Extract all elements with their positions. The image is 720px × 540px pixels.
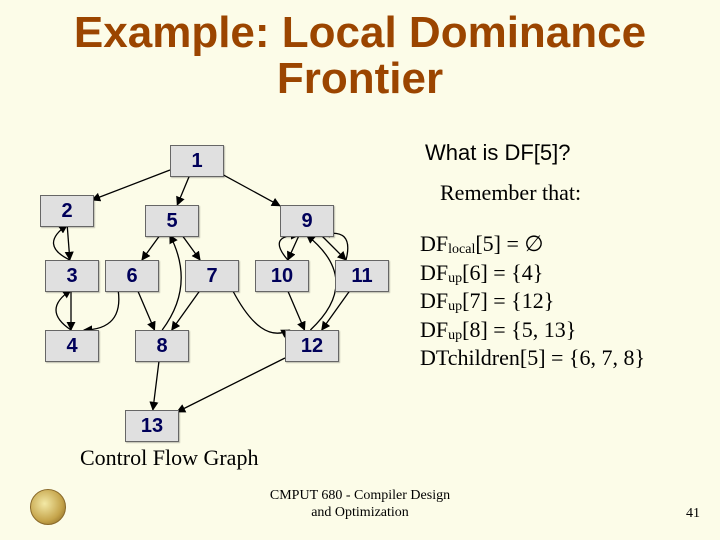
equations-block: DFlocal[5] = ∅DFup[6] = {4}DFup[7] = {12…: [420, 230, 645, 372]
cfg-node-2: 2: [40, 195, 94, 227]
equation-line: DFlocal[5] = ∅: [420, 230, 645, 259]
edge-9-10: [288, 235, 299, 260]
edge-2-3: [67, 225, 70, 260]
slide-number: 41: [686, 506, 700, 522]
edge-5-7: [182, 235, 200, 260]
edge-8-13: [153, 360, 159, 410]
remember-text: Remember that:: [440, 180, 581, 206]
cfg-node-4: 4: [45, 330, 99, 362]
equation-line: DFup[8] = {5, 13}: [420, 316, 645, 345]
edge-6-8: [137, 290, 154, 330]
cfg-node-10: 10: [255, 260, 309, 292]
question-text: What is DF[5]?: [425, 140, 570, 166]
edge-1-2: [92, 170, 170, 200]
equation-line: DFup[7] = {12}: [420, 287, 645, 316]
cfg-node-11: 11: [335, 260, 389, 292]
equation-line: DFup[6] = {4}: [420, 259, 645, 288]
edge-7-12: [232, 290, 289, 333]
cfg-node-13: 13: [125, 410, 179, 442]
cfg-node-12: 12: [285, 330, 339, 362]
cfg-node-3: 3: [45, 260, 99, 292]
cfg-node-5: 5: [145, 205, 199, 237]
edge-11-12: [322, 290, 351, 330]
footer-line-2: and Optimization: [311, 505, 409, 520]
cfg-graph: 12345678910111213: [0, 120, 420, 460]
cfg-node-8: 8: [135, 330, 189, 362]
cfg-node-9: 9: [280, 205, 334, 237]
edge-12-13: [177, 358, 285, 412]
edge-10-12: [287, 290, 304, 330]
edge-1-9: [222, 174, 280, 206]
edge-7-8: [172, 290, 201, 330]
edge-11-9: [321, 233, 348, 260]
edge-8-5: [162, 235, 181, 330]
equation-line: DTchildren[5] = {6, 7, 8}: [420, 344, 645, 372]
cfg-node-6: 6: [105, 260, 159, 292]
edge-9-11: [321, 235, 346, 260]
edge-4-3: [56, 290, 71, 330]
edge-1-5: [177, 175, 190, 205]
edge-6-4: [84, 290, 119, 330]
footer-line-1: CMPUT 680 - Compiler Design: [270, 488, 450, 503]
cfg-node-7: 7: [185, 260, 239, 292]
footer-text: CMPUT 680 - Compiler Design and Optimiza…: [0, 488, 720, 522]
edge-5-6: [142, 235, 160, 260]
cfg-node-1: 1: [170, 145, 224, 177]
slide-title: Example: Local Dominance Frontier: [0, 0, 720, 102]
